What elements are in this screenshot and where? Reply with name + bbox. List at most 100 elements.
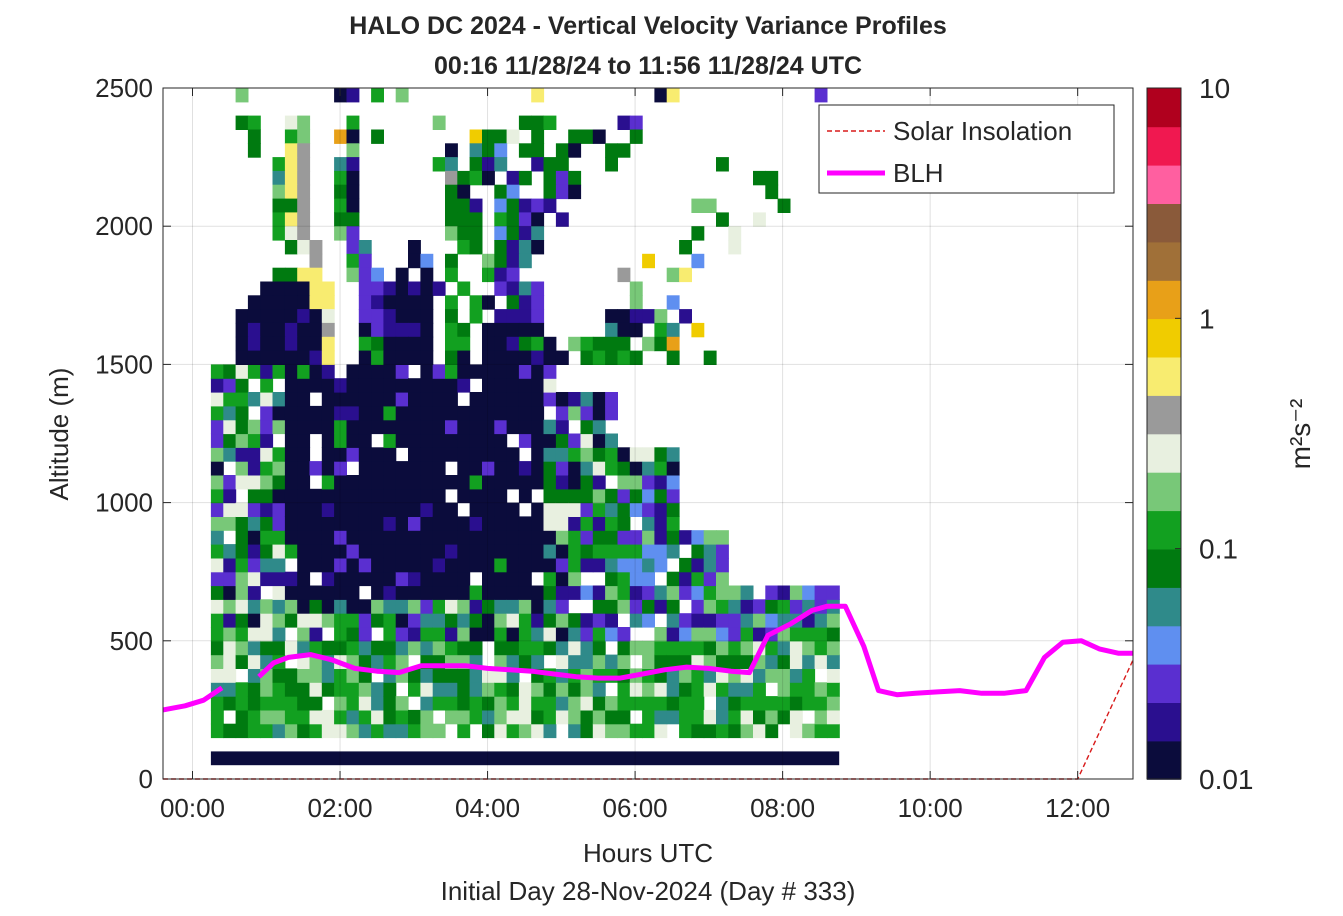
heatmap-cell <box>506 571 520 587</box>
heatmap-cell <box>334 88 347 103</box>
heatmap-cell <box>358 405 372 421</box>
heatmap-cell <box>445 447 458 462</box>
heatmap-cell <box>482 557 495 573</box>
heatmap-cell <box>568 447 582 462</box>
heatmap-cell <box>654 709 668 725</box>
heatmap-cell <box>371 475 384 490</box>
heatmap-cell <box>543 433 557 448</box>
heatmap-cell <box>309 723 323 739</box>
heatmap-cell <box>592 516 606 531</box>
heatmap-cell <box>568 696 582 711</box>
heatmap-cell <box>469 627 483 642</box>
heatmap-cell <box>592 461 606 476</box>
heatmap-cell <box>703 198 717 213</box>
heatmap-cell <box>235 613 249 628</box>
heatmap-cell <box>691 682 705 697</box>
heatmap-cell <box>605 405 618 421</box>
heatmap-cell <box>321 447 335 462</box>
heatmap-cell <box>272 226 286 241</box>
heatmap-cell <box>666 461 680 476</box>
heatmap-cell <box>765 654 779 669</box>
heatmap-cell <box>482 170 495 186</box>
heatmap-cell <box>297 682 311 697</box>
heatmap-cell <box>666 654 680 669</box>
heatmap-cell <box>494 488 508 504</box>
heatmap-cell <box>334 696 347 711</box>
heatmap-cell <box>580 392 594 407</box>
heatmap-cell <box>629 281 643 296</box>
heatmap-cell <box>518 212 532 227</box>
heatmap-cell <box>346 557 360 573</box>
heatmap-cell <box>284 170 298 186</box>
heatmap-cell <box>543 488 557 504</box>
heatmap-cell <box>272 723 286 739</box>
heatmap-cell <box>383 475 397 490</box>
heatmap-cell <box>617 461 631 476</box>
heatmap-cell <box>654 640 668 656</box>
heatmap-cell <box>703 613 717 628</box>
x-tick-label: 06:00 <box>603 793 668 823</box>
heatmap-cell <box>321 502 335 517</box>
heatmap-cell <box>420 696 434 711</box>
heatmap-cell <box>445 544 458 559</box>
heatmap-cell <box>346 723 360 739</box>
heatmap-cell <box>814 585 828 600</box>
heatmap-cell <box>383 419 397 435</box>
heatmap-cell <box>802 696 816 711</box>
heatmap-cell <box>432 696 446 711</box>
heatmap-cell <box>506 516 520 531</box>
heatmap-cell <box>469 696 483 711</box>
heatmap-cell <box>518 599 532 614</box>
heatmap-cell <box>235 627 249 642</box>
heatmap-cell <box>740 723 754 739</box>
legend-box <box>818 104 1115 194</box>
heatmap-cell <box>494 322 508 338</box>
heatmap-cell <box>617 696 631 711</box>
heatmap-cell <box>789 723 803 739</box>
heatmap-cell <box>383 709 397 725</box>
heatmap-cell <box>506 350 520 365</box>
heatmap-cell <box>469 226 483 241</box>
heatmap-cell <box>420 599 434 614</box>
heatmap-cell <box>592 419 606 435</box>
heatmap-cell <box>666 709 680 725</box>
heatmap-cell <box>297 295 311 310</box>
heatmap-cell <box>642 571 655 587</box>
heatmap-cell <box>617 488 631 504</box>
heatmap-cell <box>482 723 495 739</box>
heatmap-cell <box>482 709 495 725</box>
heatmap-cell <box>284 613 298 628</box>
heatmap-cell <box>469 392 483 407</box>
heatmap-cell <box>309 364 323 379</box>
heatmap-cell <box>235 571 249 587</box>
heatmap-cell <box>555 143 569 158</box>
heatmap-cell <box>408 544 421 559</box>
heatmap-cell <box>321 378 335 393</box>
heatmap-cell <box>371 599 384 614</box>
heatmap-cell <box>592 613 606 628</box>
heatmap-cell <box>272 613 286 628</box>
heatmap-cell <box>272 447 286 462</box>
heatmap-cell <box>284 129 298 144</box>
heatmap-cell <box>420 322 434 338</box>
heatmap-cell <box>346 253 360 269</box>
heatmap-cell <box>469 364 483 379</box>
blh-line <box>162 685 224 713</box>
heatmap-cell <box>284 364 298 379</box>
heatmap-cell <box>494 129 508 144</box>
heatmap-cell <box>395 405 409 421</box>
heatmap-cell <box>260 640 274 656</box>
heatmap-cell <box>445 433 458 448</box>
heatmap-cell <box>617 309 631 324</box>
heatmap-cell <box>506 184 520 200</box>
heatmap-cell <box>518 627 532 642</box>
heatmap-cell <box>469 557 483 573</box>
heatmap-cell <box>309 530 323 545</box>
heatmap-cell <box>814 696 828 711</box>
heatmap-cell <box>334 392 347 407</box>
heatmap-cell <box>445 212 458 227</box>
heatmap-cell <box>654 461 668 476</box>
heatmap-cell <box>716 613 729 628</box>
heatmap-cell <box>445 322 458 338</box>
heatmap-cell <box>247 475 261 490</box>
